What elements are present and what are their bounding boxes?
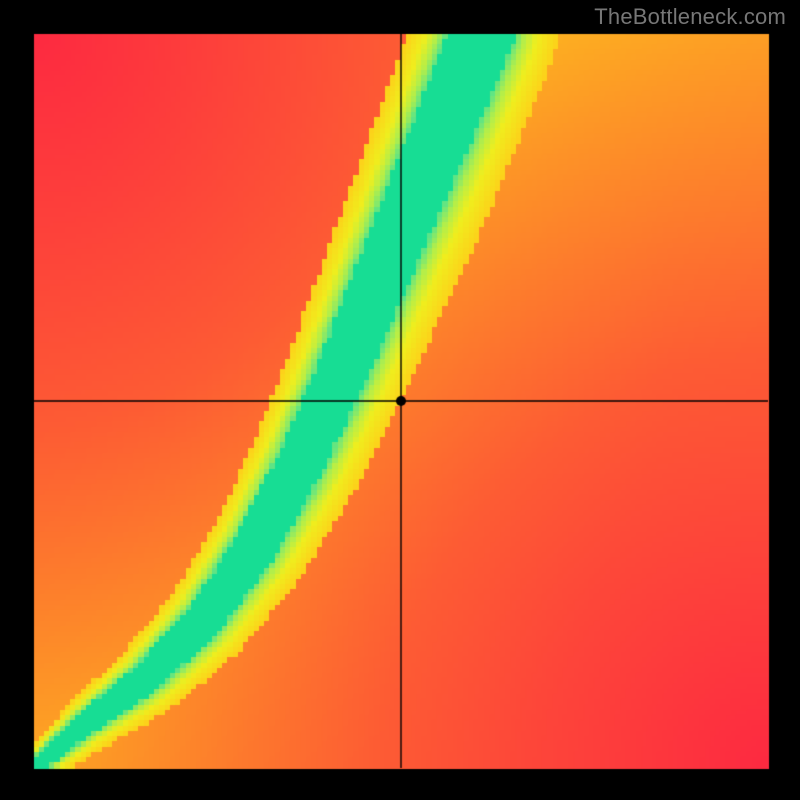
- chart-container: TheBottleneck.com: [0, 0, 800, 800]
- heatmap-canvas: [0, 0, 800, 800]
- watermark-text: TheBottleneck.com: [594, 4, 786, 30]
